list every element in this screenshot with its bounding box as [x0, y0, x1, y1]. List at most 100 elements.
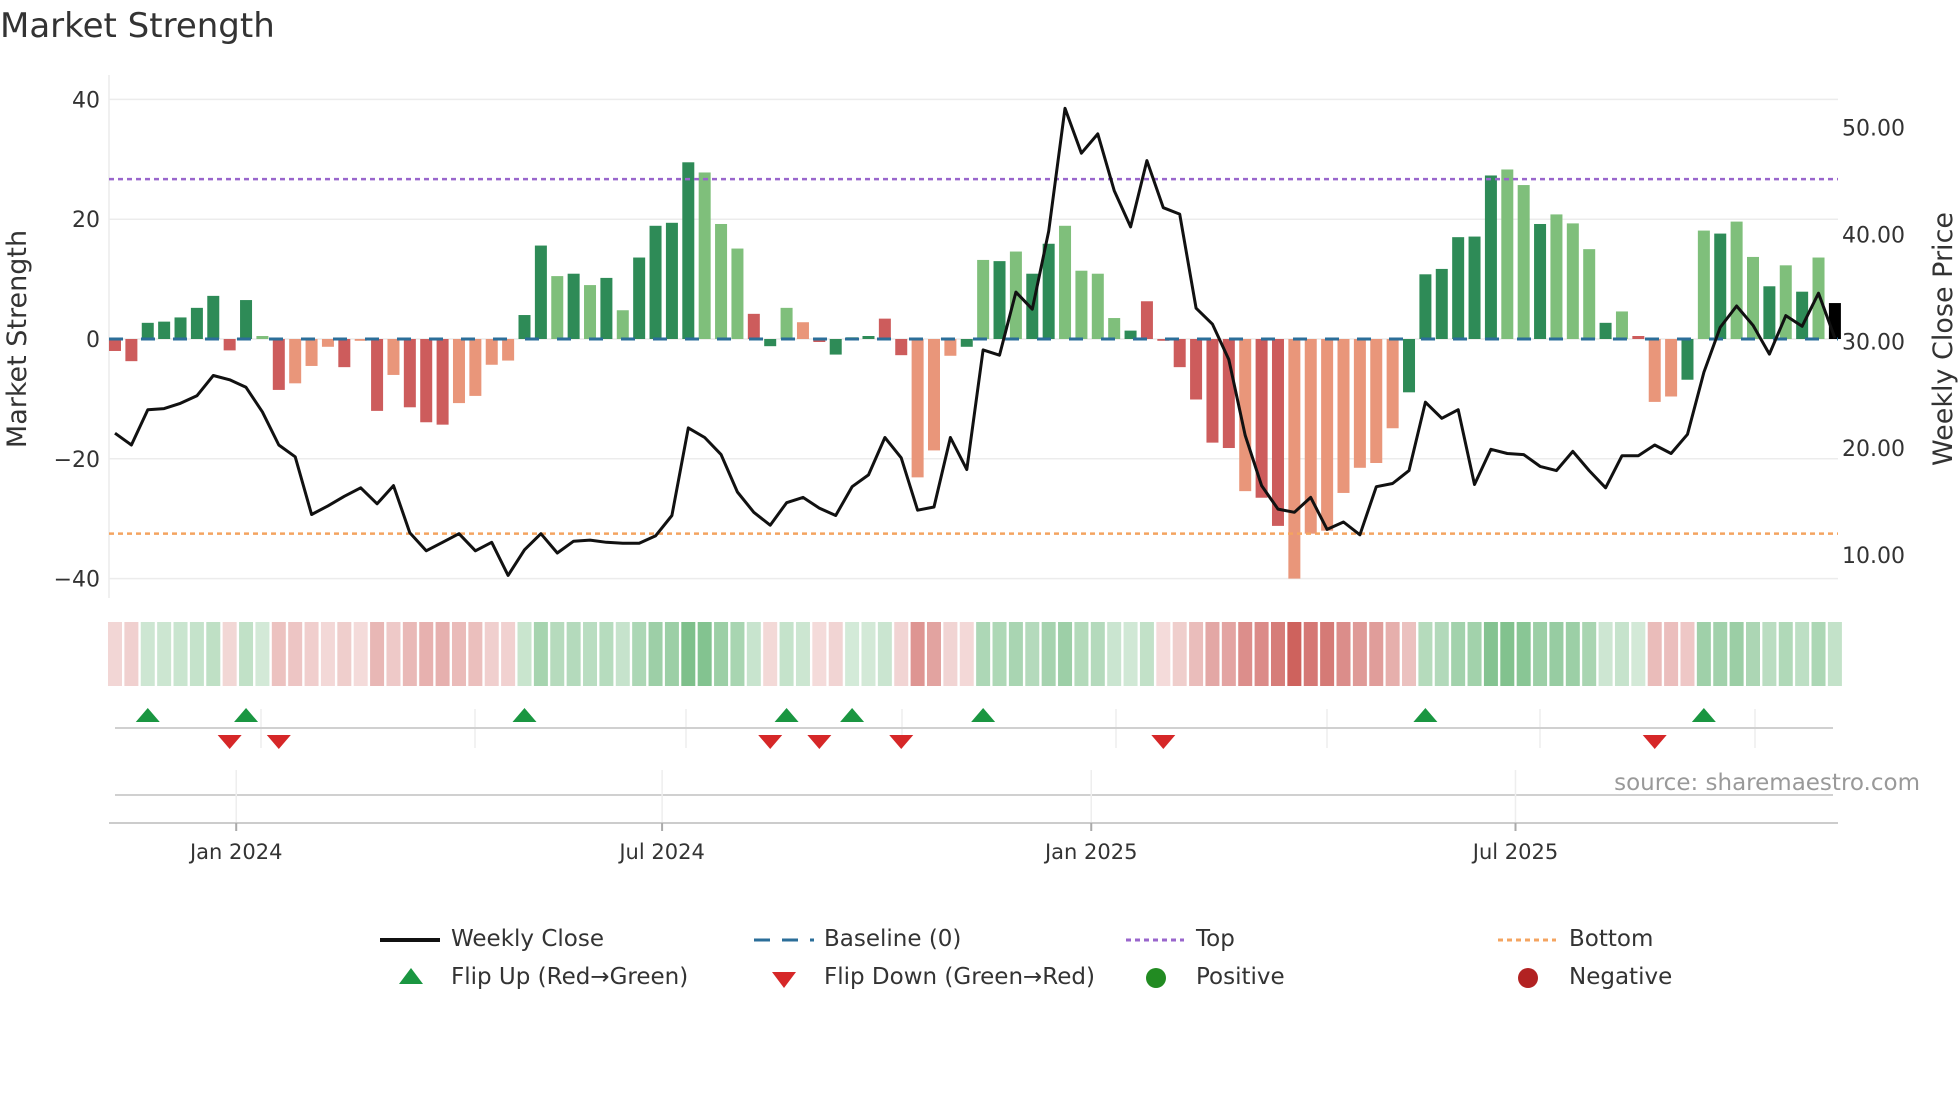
strength-bar: [551, 276, 564, 339]
strength-bar: [1042, 243, 1055, 339]
flip-down-marker: [217, 735, 242, 749]
strength-bar: [698, 172, 711, 339]
strength-strip-cell: [402, 622, 417, 686]
strength-bar: [125, 339, 138, 362]
strength-strip-cell: [517, 622, 532, 686]
strength-bar: [1566, 223, 1579, 339]
strength-bar: [960, 339, 973, 347]
strength-strip-cell: [1074, 622, 1089, 686]
strength-bar: [338, 339, 351, 368]
strength-bar: [682, 162, 695, 339]
strength-strip-cell: [730, 622, 745, 686]
strength-bar: [1468, 236, 1481, 339]
strength-bar: [895, 339, 908, 356]
strength-bar: [731, 248, 744, 339]
strength-strip-cell: [1827, 622, 1842, 686]
flip-up-marker: [234, 708, 259, 722]
y-tick-label: 40: [72, 88, 100, 113]
strength-strip-cell: [1451, 622, 1466, 686]
legend-negative: Negative: [1569, 964, 1673, 990]
chart-title: Market Strength: [0, 6, 275, 46]
strength-bar: [1615, 311, 1628, 339]
strength-strip-cell: [1336, 622, 1351, 686]
legend-top-swatch: [1126, 938, 1184, 942]
strength-strip-cell: [1516, 622, 1531, 686]
strength-bar: [993, 261, 1006, 339]
strength-strip-cell: [1631, 622, 1646, 686]
flip-up-marker: [1691, 708, 1716, 722]
strength-bar: [584, 285, 597, 339]
strength-bar: [1190, 339, 1203, 400]
strength-strip-cell: [648, 622, 663, 686]
strength-bar: [321, 339, 334, 347]
strength-bar: [1517, 185, 1530, 339]
strength-strip-cell: [959, 622, 974, 686]
strength-strip-cell: [1205, 622, 1220, 686]
strength-bar: [1501, 169, 1514, 339]
strength-bar: [780, 307, 793, 339]
flip-up-marker: [512, 708, 537, 722]
strength-strip-cell: [943, 622, 958, 686]
strength-strip-cell: [992, 622, 1007, 686]
strength-bar: [1353, 339, 1366, 468]
strength-bar: [1304, 339, 1317, 534]
strength-bar: [1484, 175, 1497, 339]
strength-bar: [436, 339, 449, 425]
x-tick-label: Jan 2024: [188, 840, 283, 864]
strength-strip-cell: [1614, 622, 1629, 686]
strength-strip-cell: [1008, 622, 1023, 686]
strength-strip-cell: [222, 622, 237, 686]
legend-bottom: Bottom: [1569, 926, 1654, 952]
strength-bar: [1288, 339, 1301, 579]
strength-bar: [1599, 322, 1612, 339]
strength-strip-cell: [779, 622, 794, 686]
strength-bar: [223, 339, 236, 351]
x-tick-label: Jul 2025: [1471, 840, 1558, 864]
strength-strip-cell: [1287, 622, 1302, 686]
strength-bar: [977, 259, 990, 339]
strength-bar: [305, 339, 318, 366]
strength-bar: [878, 318, 891, 339]
strength-strip-cell: [615, 622, 630, 686]
strength-bar: [1648, 339, 1661, 402]
strength-bar: [1091, 273, 1104, 339]
strength-strip-cell: [419, 622, 434, 686]
strength-bar: [747, 313, 760, 339]
strength-bar: [518, 315, 531, 339]
x-tick-label: Jan 2025: [1043, 840, 1138, 864]
strength-strip-cell: [828, 622, 843, 686]
strength-strip-cell: [353, 622, 368, 686]
strength-strip-cell: [435, 622, 450, 686]
strength-strip-cell: [746, 622, 761, 686]
strength-bar: [289, 339, 302, 384]
y2-tick-label: 30.00: [1842, 330, 1905, 355]
strength-strip-cell: [763, 622, 778, 686]
strength-bar: [1222, 339, 1235, 449]
strength-bar: [944, 339, 957, 356]
y2-axis-title: Weekly Close Price: [1928, 212, 1959, 466]
flip-up-marker: [774, 708, 799, 722]
negative-dot-icon: [1518, 968, 1538, 988]
strength-bar: [485, 339, 498, 365]
strength-bar: [1157, 339, 1170, 341]
strength-bar: [109, 339, 121, 351]
strength-strip-cell: [108, 622, 122, 686]
strength-bar: [207, 295, 220, 339]
strength-strip-cell: [1189, 622, 1204, 686]
strength-strip-cell: [124, 622, 139, 686]
strength-bar: [829, 339, 842, 355]
strength-strip-cell: [1467, 622, 1482, 686]
strength-strip-cell: [239, 622, 254, 686]
strength-strip-cell: [1778, 622, 1793, 686]
strength-bar: [1206, 339, 1219, 443]
strength-strip-cell: [927, 622, 941, 686]
strength-strip-cell: [1058, 622, 1073, 686]
strength-bar: [420, 339, 433, 423]
strength-strip-cell: [451, 622, 466, 686]
strength-strip-cell: [1090, 622, 1105, 686]
strength-strip-cell: [1664, 622, 1679, 686]
flip-up-marker: [840, 708, 865, 722]
y-axis-title: Market Strength: [2, 230, 33, 448]
strength-strip-cell: [1647, 622, 1662, 686]
strength-strip-cell: [1139, 622, 1154, 686]
